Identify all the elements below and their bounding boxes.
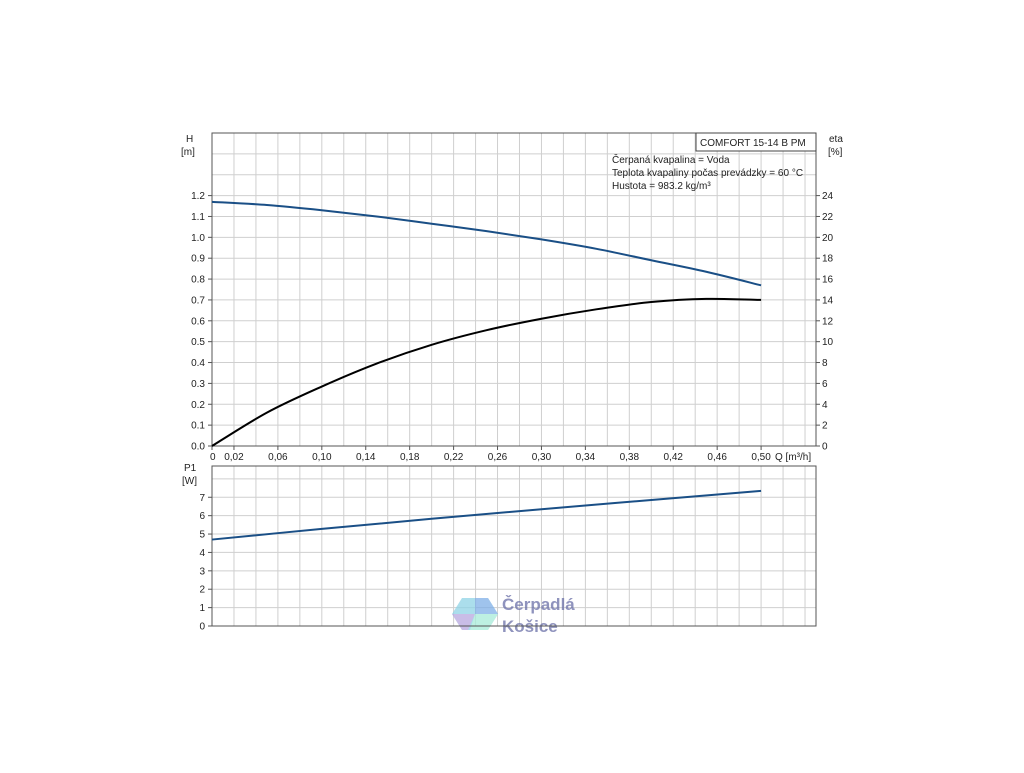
title-box [695,132,817,152]
y-tick-label: 0.3 [191,379,205,390]
annotation-liquid: Čerpaná kvapalina = Voda [612,153,730,166]
y-tick-label: 2 [199,585,205,596]
x-tick-label: 0,14 [356,452,376,463]
top-grid [212,132,816,446]
y-tick-label: 1 [199,603,205,614]
y2-tick-label: 20 [822,233,834,244]
x-tick-label: 0,42 [664,452,684,463]
x-tick-label: 0,34 [576,452,596,463]
y-tick-label: 0.7 [191,295,205,306]
logo-watermark: Čerpadlá Košice [452,595,575,636]
chart-title: COMFORT 15-14 B PM [700,138,806,149]
y-label-p1-unit: [W] [182,476,197,487]
x-tick-label: 0,18 [400,452,420,463]
y-tick-label: 3 [199,566,205,577]
x-tick-label: 0,22 [444,452,464,463]
y2-tick-label: 10 [822,337,834,348]
y-tick-label: 4 [199,548,205,559]
y2-label-eta: eta [829,134,843,145]
bottom-grid [212,466,816,626]
y-tick-label: 0.8 [191,275,205,286]
y-tick-label: 0.4 [191,358,205,369]
x-tick-label: 0,38 [620,452,640,463]
annotation-temperature: Teplota kvapaliny počas prevádzky = 60 °… [612,168,803,179]
y2-tick-label: 0 [822,442,828,453]
y-tick-label: 0.2 [191,400,205,411]
y-label-p1: P1 [184,463,197,474]
y2-tick-label: 8 [822,358,828,369]
y2-tick-label: 24 [822,191,834,202]
x-tick-label: 0,50 [751,452,771,463]
x-tick-label: 0,10 [312,452,332,463]
y2-tick-label: 14 [822,295,834,306]
y-label-h-unit: [m] [181,147,195,158]
y-tick-label: 7 [199,493,205,504]
y2-tick-label: 6 [822,379,828,390]
y2-tick-label: 18 [822,254,834,265]
logo-facet [475,598,498,614]
logo-text-line1: Čerpadlá [502,595,575,614]
top-axes: 0.0 0.1 0.2 0.3 0.4 0.5 0.6 0.7 0.8 0.9 1.0 1.1 1.2 0… [191,132,834,463]
x-tick-label: 0,26 [488,452,508,463]
y-tick-label: 0 [199,622,205,633]
x-tick-label: 0,30 [532,452,552,463]
y-tick-label: 1.2 [191,191,205,202]
y2-tick-label: 2 [822,421,828,432]
y-tick-label: 0.6 [191,316,205,327]
y2-tick-label: 16 [822,275,834,286]
y-label-h: H [186,134,193,145]
y2-tick-label: 22 [822,212,834,223]
x-tick-label: 0 [210,452,216,463]
y2-tick-label: 4 [822,400,828,411]
annotation-density: Hustota = 983.2 kg/m³ [612,181,711,192]
y2-label-eta-unit: [%] [828,147,843,158]
curves [211,200,762,541]
series-H-line [211,200,762,287]
y-tick-label: 0.0 [191,442,205,453]
y-tick-label: 0.1 [191,421,205,432]
y-tick-label: 0.5 [191,337,205,348]
y-tick-label: 1.0 [191,233,205,244]
top-plot-frame [211,132,817,447]
x-label: Q [m³/h] [775,452,811,463]
y-tick-label: 6 [199,511,205,522]
y-tick-label: 0.9 [191,254,205,265]
y-tick-label: 5 [199,530,205,541]
x-tick-label: 0,02 [224,452,244,463]
x-tick-label: 0,46 [707,452,727,463]
y2-tick-label: 12 [822,316,834,327]
series-eta-line [211,297,762,447]
y-tick-label: 1.1 [191,212,205,223]
series-P1-line [211,489,762,541]
bottom-axes: 0 1 2 3 4 5 6 7 [199,465,817,633]
bottom-plot-frame [211,465,817,627]
x-tick-label: 0,06 [268,452,288,463]
